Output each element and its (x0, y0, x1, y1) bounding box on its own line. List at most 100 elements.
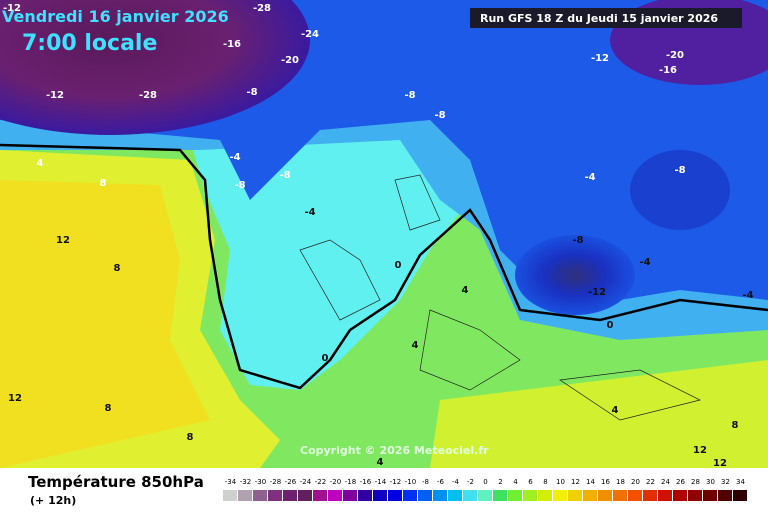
scale-label: -20 (330, 478, 341, 486)
scale-swatch (553, 490, 567, 501)
scale-swatch (658, 490, 672, 501)
scale-swatch (523, 490, 537, 501)
contour-label: -28 (139, 90, 157, 101)
scale-label: 0 (483, 478, 487, 486)
scale-label: 20 (631, 478, 640, 486)
scale-swatch (508, 490, 522, 501)
copyright: Copyright © 2026 Meteociel.fr (300, 444, 489, 457)
scale-swatch (238, 490, 252, 501)
scale-label: 10 (556, 478, 565, 486)
scale-label: -32 (240, 478, 251, 486)
scale-label: -18 (345, 478, 356, 486)
contour-label: 8 (732, 420, 739, 431)
zero-isotherm (0, 143, 768, 390)
contour-label: 0 (607, 320, 614, 331)
scale-label: 12 (571, 478, 580, 486)
contour-label: -4 (229, 152, 240, 163)
scale-swatch (433, 490, 447, 501)
contour-label: 12 (56, 235, 70, 246)
scale-label: 6 (528, 478, 533, 486)
contour-label: 0 (322, 353, 329, 364)
scale-label: -28 (270, 478, 281, 486)
time: 7:00 locale (22, 31, 157, 56)
run: Run GFS 18 Z du Jeudi 15 janvier 2026 (480, 12, 718, 25)
scale-label: 30 (706, 478, 715, 486)
footer-lead: (+ 12h) (30, 494, 76, 507)
date: Vendredi 16 janvier 2026 (2, 7, 229, 26)
contour-label: 4 (37, 158, 44, 169)
scale-label: -24 (300, 478, 312, 486)
scale-swatch (418, 490, 432, 501)
contour-label: 4 (377, 457, 384, 468)
footer-title: Température 850hPa (28, 473, 204, 491)
scale-swatch (643, 490, 657, 501)
scale-label: 34 (736, 478, 745, 486)
scale-label: 22 (646, 478, 655, 486)
contour-label: -12 (46, 90, 64, 101)
contour-label: -8 (404, 90, 415, 101)
contour-label: -20 (666, 50, 684, 61)
contour-label: 12 (693, 445, 707, 456)
contour-label: -16 (659, 65, 677, 76)
scale-swatch (223, 490, 237, 501)
contour-label: -12 (591, 53, 609, 64)
scale-swatch (463, 490, 477, 501)
contour-label: -12 (3, 3, 21, 14)
contour-label: -20 (281, 55, 299, 66)
contour-label: -8 (434, 110, 445, 121)
scale-label: -22 (315, 478, 326, 486)
scale-label: 16 (601, 478, 610, 486)
scale-swatch (373, 490, 387, 501)
contour-label: -8 (234, 180, 245, 191)
scale-label: 28 (691, 478, 700, 486)
scale-swatch (358, 490, 372, 501)
scale-swatch (403, 490, 417, 501)
warm-region (430, 360, 768, 468)
contour-label: 4 (462, 285, 469, 296)
contour-label: -8 (674, 165, 685, 176)
contour-label: -8 (279, 170, 290, 181)
scale-label: -6 (437, 478, 445, 486)
contour-label: -8 (572, 235, 583, 246)
contour-label: -4 (584, 172, 595, 183)
scale-swatch (343, 490, 357, 501)
contour-label: -24 (301, 29, 319, 40)
scale-swatch (538, 490, 552, 501)
cold-region (190, 140, 470, 390)
contour-label: 8 (100, 178, 107, 189)
scale-label: -2 (467, 478, 474, 486)
scale-label: 14 (586, 478, 595, 486)
scale-label: -30 (255, 478, 266, 486)
scale-swatch (583, 490, 597, 501)
scale-swatch (688, 490, 702, 501)
run-box (470, 8, 742, 28)
scale-swatch (613, 490, 627, 501)
scale-label: 24 (661, 478, 670, 486)
contour-label: -4 (639, 257, 650, 268)
scale-swatch (448, 490, 462, 501)
scale-label: -10 (405, 478, 416, 486)
contour-label: -16 (223, 39, 241, 50)
scale-swatch (253, 490, 267, 501)
scale-swatch (313, 490, 327, 501)
scale-label: 26 (676, 478, 685, 486)
scale-swatch (598, 490, 612, 501)
contour-label: 8 (187, 432, 194, 443)
scale-swatch (703, 490, 717, 501)
scale-label: -26 (285, 478, 297, 486)
scale-swatch (628, 490, 642, 501)
scale-label: 8 (543, 478, 547, 486)
scale-swatch (733, 490, 747, 501)
scale-swatch (283, 490, 297, 501)
contour-label: 12 (713, 458, 727, 469)
scale-swatch (478, 490, 492, 501)
scale-label: 4 (513, 478, 518, 486)
cold-core (515, 235, 635, 315)
contour-label: 4 (412, 340, 419, 351)
scale-swatch (268, 490, 282, 501)
scale-label: -4 (452, 478, 460, 486)
scale-label: -12 (390, 478, 401, 486)
contour-label: 8 (114, 263, 121, 274)
contour-label: -28 (253, 3, 271, 14)
